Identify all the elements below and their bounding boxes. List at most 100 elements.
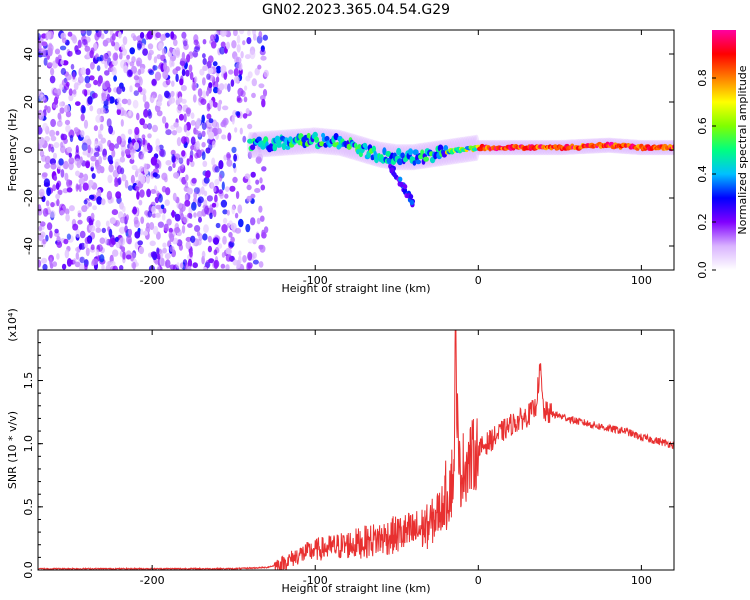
noise-cell [153, 56, 158, 64]
noise-cell [243, 96, 248, 103]
noise-cell [239, 30, 245, 35]
noise-cell [114, 236, 119, 242]
noise-cell [171, 80, 175, 87]
noise-cell [159, 250, 164, 258]
noise-cell [101, 227, 107, 234]
noise-cell [134, 126, 140, 136]
noise-cell [80, 130, 85, 138]
noise-cell [209, 212, 213, 219]
noise-cell [50, 118, 56, 128]
noise-cell [251, 78, 257, 87]
noise-cell [152, 124, 158, 133]
noise-cell [69, 134, 74, 143]
noise-cell [203, 266, 208, 270]
noise-cell [66, 179, 72, 189]
noise-cell [223, 83, 228, 90]
noise-cell [41, 154, 47, 162]
noise-cell [55, 56, 59, 64]
noise-cell [59, 45, 67, 51]
noise-cell [168, 97, 173, 106]
noise-cell [160, 258, 165, 267]
noise-cell [246, 262, 251, 270]
noise-cell [39, 221, 46, 227]
noise-cell [185, 241, 191, 250]
noise-cell [84, 264, 88, 270]
noise-cell [50, 163, 57, 170]
noise-cell [211, 157, 216, 166]
noise-cell [95, 227, 102, 233]
noise-cell [113, 75, 117, 82]
noise-cell [65, 74, 72, 81]
noise-cell [82, 89, 87, 95]
noise-cell [152, 92, 156, 99]
ridge-cell [418, 154, 424, 160]
noise-cell [225, 247, 232, 255]
noise-cell [165, 187, 171, 196]
noise-cell [163, 223, 169, 232]
noise-cell [38, 188, 45, 198]
noise-cell [261, 98, 266, 108]
noise-cell [235, 56, 242, 64]
noise-cell [176, 137, 182, 147]
noise-cell [161, 47, 167, 56]
noise-cell [250, 171, 256, 178]
noise-cell [161, 213, 166, 221]
noise-cell [231, 205, 236, 215]
noise-cell [235, 111, 241, 116]
noise-cell [127, 128, 133, 135]
noise-cell [201, 114, 205, 124]
noise-cell [230, 236, 235, 243]
noise-cell [222, 105, 229, 111]
noise-cell [259, 49, 266, 56]
noise-cell [98, 133, 103, 140]
noise-cell [188, 64, 193, 73]
noise-cell [68, 88, 73, 96]
ridge-cell [250, 144, 256, 151]
noise-cell [218, 174, 223, 182]
noise-cell [131, 164, 138, 171]
noise-cell [85, 161, 90, 169]
noise-cell [73, 82, 79, 91]
noise-cell [122, 251, 126, 260]
x-tick-label: -100 [303, 574, 328, 587]
noise-cell [68, 152, 73, 158]
noise-cell [111, 33, 116, 41]
noise-cell [185, 236, 192, 242]
ridge-branch-cell [386, 158, 391, 164]
noise-cell [121, 174, 127, 182]
noise-cell [190, 120, 196, 126]
noise-cell [79, 256, 85, 264]
noise-cell [136, 57, 143, 67]
ridge-cell [278, 142, 282, 148]
noise-cell [72, 258, 77, 265]
noise-cell [49, 257, 53, 267]
noise-cell [211, 202, 217, 208]
noise-cell [66, 187, 73, 193]
noise-cell [128, 228, 133, 237]
y-tick-label: 0 [22, 147, 35, 154]
noise-cell [191, 81, 198, 91]
ridge-cell [319, 141, 325, 147]
noise-cell [121, 246, 126, 253]
noise-cell [42, 238, 47, 245]
noise-cell [262, 89, 268, 97]
spectrogram-y-ticks: -40 -20 0 20 40 [22, 29, 674, 271]
noise-cell [162, 247, 168, 254]
noise-cell [162, 242, 167, 248]
ridge-cell [256, 136, 262, 142]
noise-cell [148, 69, 155, 76]
noise-cell [164, 122, 169, 129]
noise-cell [68, 157, 75, 165]
noise-cell [119, 216, 126, 224]
noise-cell [169, 245, 175, 252]
noise-cell [175, 47, 181, 56]
ridge-cell [306, 132, 311, 139]
noise-cell [203, 224, 209, 234]
noise-cell [155, 138, 160, 148]
noise-cell [199, 68, 205, 76]
noise-cell [69, 50, 73, 57]
noise-cell [244, 173, 251, 180]
noise-cell [46, 222, 53, 231]
noise-cell [79, 156, 83, 164]
noise-cell [44, 136, 50, 142]
